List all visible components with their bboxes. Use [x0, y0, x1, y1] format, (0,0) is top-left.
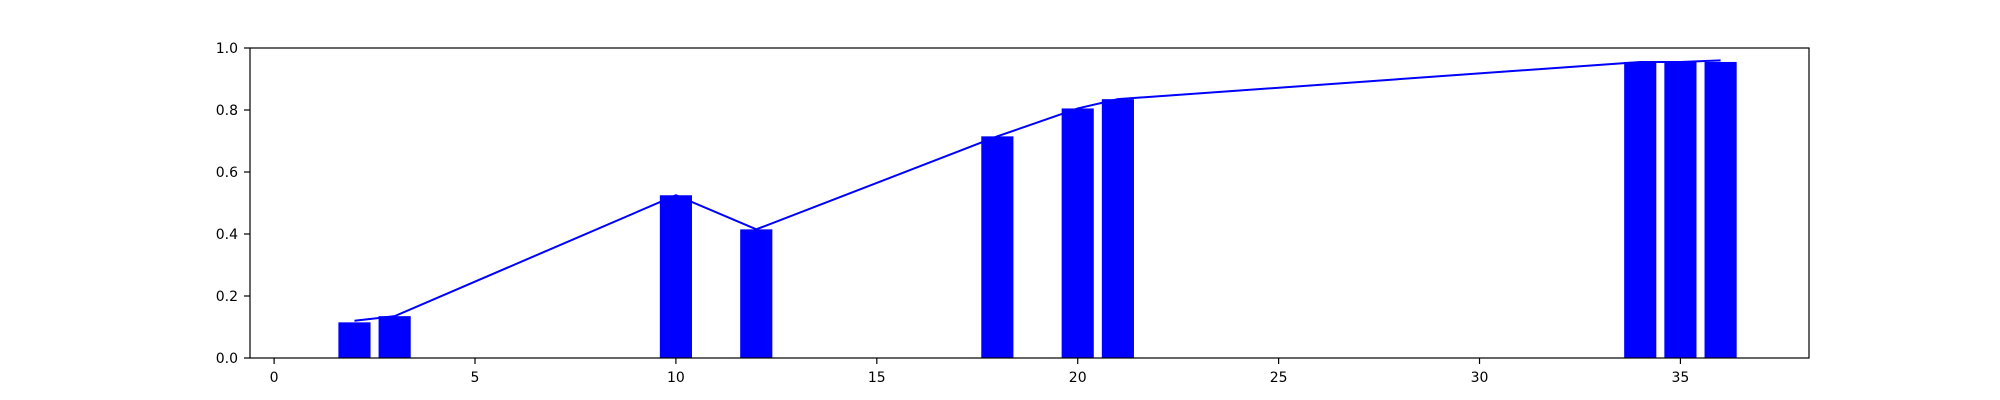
y-tick-label: 0.2 — [216, 289, 238, 305]
x-tick-label: 35 — [1672, 370, 1690, 386]
bar-18 — [981, 136, 1014, 358]
y-tick-label: 0.8 — [216, 103, 238, 119]
y-tick-label: 0.4 — [216, 227, 238, 243]
x-tick-label: 0 — [270, 370, 279, 386]
bar-36 — [1704, 61, 1737, 358]
x-tick-label: 15 — [868, 370, 886, 386]
plot-frame — [249, 47, 1810, 359]
bar-3 — [378, 316, 411, 358]
bar-12 — [740, 229, 773, 358]
y-tick-label: 1.0 — [216, 41, 238, 57]
y-tick-label: 0.0 — [216, 351, 238, 367]
series-line — [354, 59, 1721, 322]
x-axis: 0 5 10 15 20 25 30 35 — [270, 358, 1690, 386]
x-tick-label: 20 — [1069, 370, 1087, 386]
bar-21 — [1101, 99, 1134, 359]
bar-10 — [659, 195, 692, 358]
bar-20 — [1061, 108, 1094, 358]
x-tick-label: 25 — [1270, 370, 1288, 386]
y-axis: 0.0 0.2 0.4 0.6 0.8 1.0 — [216, 41, 250, 367]
y-tick-label: 0.6 — [216, 165, 238, 181]
bar-35 — [1664, 61, 1697, 358]
x-tick-label: 30 — [1471, 370, 1489, 386]
x-tick-label: 5 — [471, 370, 480, 386]
bar-34 — [1624, 61, 1657, 358]
bars-group — [338, 61, 1737, 359]
x-tick-label: 10 — [667, 370, 685, 386]
bar-2 — [338, 322, 371, 358]
